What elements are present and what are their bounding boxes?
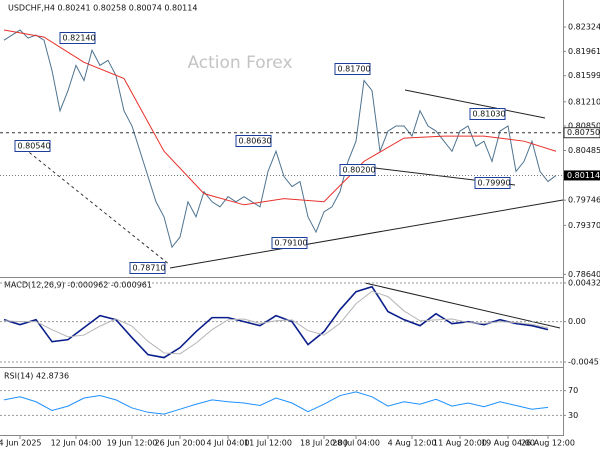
annotation-box — [271, 237, 308, 249]
x-tick-label: 4 Jun 2025 — [0, 439, 42, 448]
level-label: 0.80750 — [567, 128, 600, 137]
series-line — [3, 391, 549, 415]
x-tick-label: 19 Aug 04:00 — [481, 439, 535, 448]
y-tick-label: 0.80485 — [568, 146, 600, 155]
y-tick-label: 0.00 — [568, 317, 586, 326]
y-tick-label: 0.004325 — [568, 278, 600, 287]
annotation: 0.78710 — [133, 264, 166, 273]
x-tick-label: 11 Jul 12:00 — [244, 439, 292, 448]
y-tick-label: 0.81599 — [568, 71, 600, 80]
level-label-box — [563, 127, 600, 139]
x-tick-label: 12 Jun 04:00 — [51, 439, 102, 448]
chart-title: USDCHF,H4 0.80241 0.80258 0.80074 0.8011… — [8, 4, 197, 13]
trend-line — [404, 89, 546, 119]
annotation: 0.81030 — [473, 110, 506, 119]
annotation-box — [129, 262, 166, 274]
y-tick-label: 0.78640 — [568, 270, 600, 279]
series-line — [3, 285, 549, 359]
y-tick-label: 70 — [568, 386, 578, 395]
last-price-box — [564, 170, 600, 181]
series-line — [3, 29, 557, 206]
annotation: 0.80540 — [18, 142, 51, 151]
annotation: 0.82140 — [63, 34, 96, 43]
trend-line — [19, 144, 171, 266]
y-tick-label: -0.004511 — [568, 357, 600, 366]
watermark: Action Forex — [187, 53, 292, 73]
x-tick-label: 26 Aug 12:00 — [521, 439, 575, 448]
panel-title: RSI(14) 42.8736 — [4, 372, 69, 381]
annotation-box — [235, 135, 272, 147]
y-tick-label: 0.80850 — [568, 122, 600, 131]
last-price-label: 0.80114 — [567, 171, 600, 180]
y-tick-label: 0.81210 — [568, 97, 600, 106]
annotation: 0.80200 — [343, 166, 376, 175]
annotation-box — [14, 140, 51, 152]
y-tick-label: 30 — [568, 411, 578, 420]
x-tick-label: 19 Jun 12:00 — [107, 439, 158, 448]
annotation: 0.79100 — [275, 239, 308, 248]
annotation-box — [59, 32, 96, 44]
trend-line — [364, 282, 561, 329]
annotation: 0.80630 — [239, 137, 272, 146]
x-tick-label: 11 Aug 20:00 — [433, 439, 487, 448]
x-tick-label: 4 Aug 12:00 — [388, 439, 437, 448]
y-tick-label: 0.82324 — [568, 23, 600, 32]
series-line — [3, 29, 557, 249]
y-tick-label: 0.81961 — [568, 47, 600, 56]
y-tick-label: 0.79746 — [568, 196, 600, 205]
x-tick-label: 18 Jul 20:00 — [300, 439, 348, 448]
x-tick-label: 28 Jul 04:00 — [332, 439, 380, 448]
annotation-box — [469, 108, 506, 120]
series-line — [3, 290, 549, 355]
annotation: 0.79990 — [478, 179, 511, 188]
x-tick-label: 26 Jun 20:00 — [155, 439, 206, 448]
annotation: 0.81700 — [338, 65, 371, 74]
panel-title: MACD(12,26,9) -0.000962 -0.000961 — [4, 281, 152, 290]
x-tick-label: 4 Jul 04:00 — [207, 439, 250, 448]
trend-line — [169, 199, 564, 269]
annotation-box — [334, 63, 371, 75]
annotation-box — [339, 164, 376, 176]
annotation-box — [474, 177, 511, 189]
y-tick-label: 0.79370 — [568, 221, 600, 230]
